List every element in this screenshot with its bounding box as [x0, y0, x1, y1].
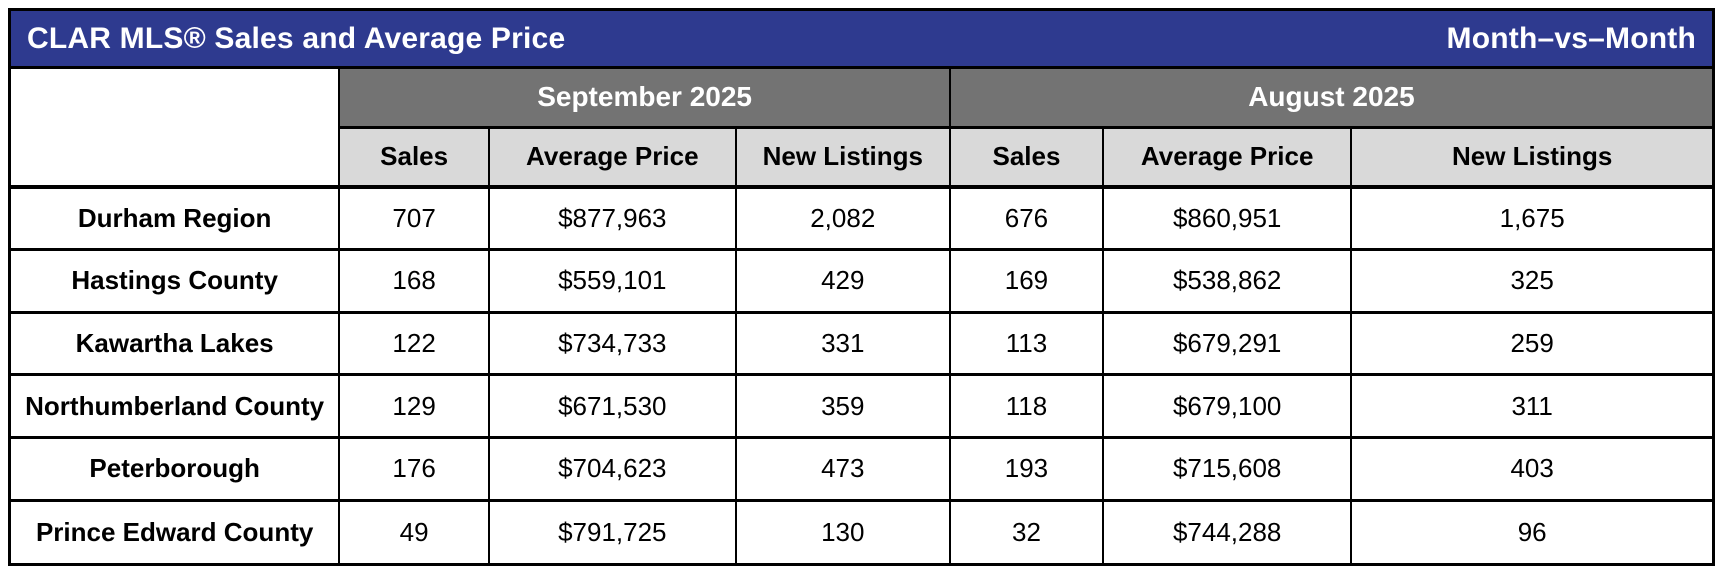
- column-header-sep-average-price: Average Price: [487, 125, 737, 189]
- cell-aug-average-price: $860,951: [1101, 185, 1353, 252]
- cell-aug-sales: 193: [948, 436, 1105, 502]
- cell-aug-new-listings: 1,675: [1350, 185, 1712, 252]
- cell-sep-new-listings: 130: [734, 498, 951, 563]
- table-row: Peterborough 176 $704,623 473 193 $715,6…: [11, 436, 1712, 502]
- cell-sep-new-listings: 331: [734, 310, 951, 377]
- column-header-aug-new-listings: New Listings: [1350, 125, 1712, 189]
- month-header-row: September 2025 August 2025: [11, 69, 1712, 189]
- region-cell: Hastings County: [11, 248, 341, 314]
- cell-sep-new-listings: 359: [734, 373, 951, 440]
- cell-sep-average-price: $877,963: [487, 185, 737, 252]
- table-frame: CLAR MLS® Sales and Average Price Month–…: [8, 8, 1715, 566]
- cell-sep-sales: 176: [338, 436, 490, 502]
- cell-aug-average-price: $744,288: [1101, 498, 1353, 563]
- table-row: Kawartha Lakes 122 $734,733 331 113 $679…: [11, 310, 1712, 377]
- title-bar: CLAR MLS® Sales and Average Price Month–…: [11, 11, 1712, 69]
- report-title: CLAR MLS® Sales and Average Price: [27, 21, 566, 55]
- cell-sep-sales: 122: [338, 310, 490, 377]
- region-cell: Northumberland County: [11, 373, 341, 440]
- cell-sep-new-listings: 429: [734, 248, 951, 314]
- cell-sep-average-price: $559,101: [487, 248, 737, 314]
- column-header-sep-sales: Sales: [339, 125, 490, 189]
- corner-cell: [11, 69, 341, 189]
- month-header-august: August 2025: [948, 69, 1712, 129]
- cell-aug-sales: 676: [948, 185, 1105, 252]
- cell-sep-average-price: $791,725: [487, 498, 737, 563]
- cell-aug-average-price: $679,100: [1101, 373, 1353, 440]
- table-row: Northumberland County 129 $671,530 359 1…: [11, 373, 1712, 440]
- cell-aug-average-price: $538,862: [1101, 248, 1353, 314]
- cell-aug-new-listings: 96: [1350, 498, 1712, 563]
- region-cell: Durham Region: [11, 185, 341, 252]
- column-header-aug-sales: Sales: [948, 125, 1105, 189]
- cell-sep-sales: 49: [338, 498, 490, 563]
- cell-aug-average-price: $679,291: [1101, 310, 1353, 377]
- cell-sep-new-listings: 2,082: [734, 185, 951, 252]
- month-header-september: September 2025: [338, 69, 951, 129]
- cell-aug-sales: 169: [948, 248, 1105, 314]
- region-cell: Kawartha Lakes: [11, 310, 341, 377]
- cell-aug-new-listings: 325: [1350, 248, 1712, 314]
- cell-sep-average-price: $734,733: [487, 310, 737, 377]
- cell-aug-sales: 32: [948, 498, 1105, 563]
- comparison-label: Month–vs–Month: [1446, 21, 1696, 55]
- cell-sep-sales: 707: [338, 185, 490, 252]
- column-header-aug-average-price: Average Price: [1101, 125, 1353, 189]
- column-header-sep-new-listings: New Listings: [734, 125, 951, 189]
- region-cell: Peterborough: [11, 436, 341, 502]
- cell-sep-average-price: $704,623: [487, 436, 737, 502]
- cell-aug-new-listings: 311: [1350, 373, 1712, 440]
- cell-aug-new-listings: 259: [1350, 310, 1712, 377]
- cell-aug-sales: 118: [948, 373, 1105, 440]
- cell-sep-new-listings: 473: [734, 436, 951, 502]
- cell-sep-average-price: $671,530: [487, 373, 737, 440]
- table-row: Durham Region 707 $877,963 2,082 676 $86…: [11, 185, 1712, 252]
- sales-table: September 2025 August 2025 Sales Average…: [11, 69, 1712, 563]
- cell-aug-sales: 113: [948, 310, 1105, 377]
- table-row: Prince Edward County 49 $791,725 130 32 …: [11, 498, 1712, 563]
- table-row: Hastings County 168 $559,101 429 169 $53…: [11, 248, 1712, 314]
- column-header-row: Sales Average Price New Listings Sales A…: [11, 125, 1712, 189]
- region-cell: Prince Edward County: [11, 498, 341, 563]
- cell-aug-new-listings: 403: [1350, 436, 1712, 502]
- cell-sep-sales: 168: [338, 248, 490, 314]
- cell-sep-sales: 129: [338, 373, 490, 440]
- cell-aug-average-price: $715,608: [1101, 436, 1353, 502]
